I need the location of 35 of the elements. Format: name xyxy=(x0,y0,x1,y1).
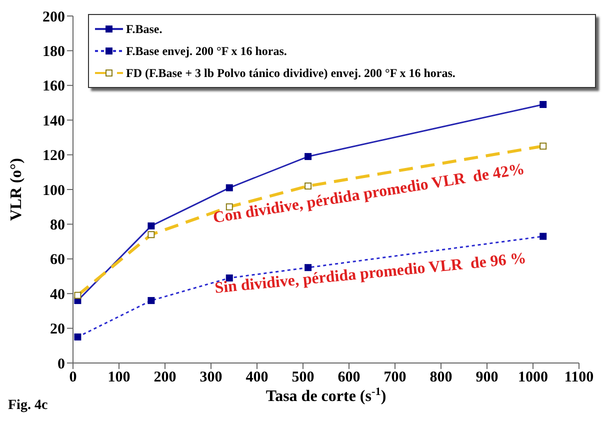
annotation: Con dividive, pérdida promedio VLR de 42% xyxy=(212,160,526,227)
y-tick-label: 160 xyxy=(42,78,65,95)
x-tick-label: 400 xyxy=(246,370,268,386)
y-axis-title: VLR (o°) xyxy=(8,158,25,221)
legend-label: F.Base. xyxy=(126,22,162,36)
x-tick-label: 700 xyxy=(384,370,406,386)
x-axis-title: Tasa de corte (s$^{-1}$) xyxy=(266,386,386,405)
x-tick-label: 900 xyxy=(476,370,498,386)
x-tick-label: 1100 xyxy=(564,370,594,386)
point xyxy=(148,222,155,230)
y-tick-label: 140 xyxy=(42,113,65,130)
x-tick-label: 300 xyxy=(200,370,222,386)
y-tick-label: 0 xyxy=(58,356,65,372)
y-tick-label: 180 xyxy=(42,44,65,60)
point xyxy=(304,153,312,160)
x-tick-label: 600 xyxy=(338,370,360,386)
x-tick-label: 1000 xyxy=(518,370,548,386)
x-tick-label: 200 xyxy=(154,370,176,386)
y-tick-label: 100 xyxy=(42,182,65,199)
y-tick-label: 120 xyxy=(42,148,65,164)
x-tick-label: 100 xyxy=(108,370,130,386)
y-tick-label: 20 xyxy=(50,322,65,338)
caption: Fig. 4c xyxy=(8,398,48,413)
legend-label: FD (F.Base + 3 lb Polvo tánico dividive) envej. 200 °F x 16 horas. xyxy=(126,66,456,80)
point xyxy=(540,100,547,108)
y-tick-label: 200 xyxy=(42,9,65,26)
y-tick-label: 80 xyxy=(50,218,65,234)
x-tick-label: 0 xyxy=(69,370,77,386)
y-tick-label: 40 xyxy=(50,286,65,303)
point xyxy=(226,184,233,192)
y-tick-label: 60 xyxy=(50,252,65,268)
annotation: Sin dividive, pérdida promedio VLR de 96 % xyxy=(214,250,527,297)
x-tick-label: 800 xyxy=(430,370,452,386)
legend-label: F.Base envej. 200 °F x 16 horas. xyxy=(126,44,287,58)
x-tick-label: 500 xyxy=(292,370,314,386)
